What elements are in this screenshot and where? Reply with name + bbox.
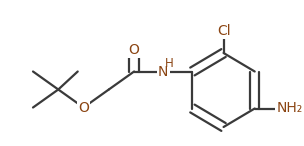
Text: O: O [78, 100, 89, 114]
Text: H: H [165, 57, 174, 70]
Text: O: O [129, 42, 140, 57]
Text: Cl: Cl [217, 24, 230, 38]
Text: N: N [158, 65, 168, 79]
Text: NH₂: NH₂ [277, 101, 303, 115]
